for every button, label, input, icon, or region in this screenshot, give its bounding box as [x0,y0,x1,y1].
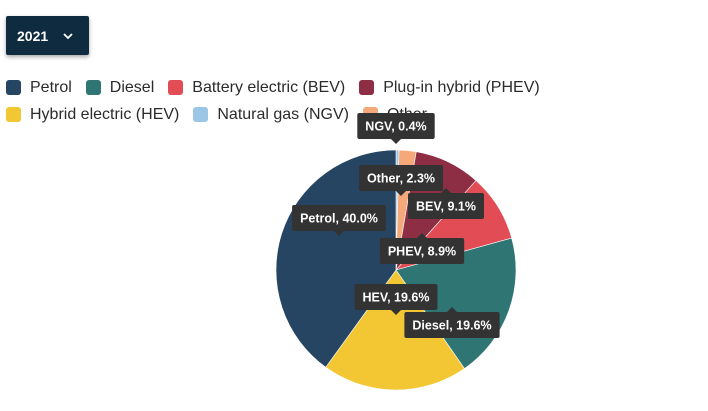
data-label-box [357,113,435,139]
data-label-box [408,193,484,219]
data-label-text: PHEV, 8.9% [388,245,456,259]
data-label: PHEV, 8.9% [379,233,465,264]
legend-label: Petrol [30,78,72,96]
legend-item[interactable]: Natural gas (NGV) [193,105,349,124]
legend-item[interactable]: Plug-in hybrid (PHEV) [359,78,540,97]
legend-item[interactable]: Petrol [6,78,72,97]
data-label-text: Petrol, 40.0% [300,212,378,226]
data-label-pointer [417,233,427,238]
data-label-pointer [441,188,451,193]
data-label-pointer [334,231,344,236]
legend-swatch [6,107,21,122]
legend-label: Hybrid electric (HEV) [30,105,180,123]
data-label-pointer [447,307,457,312]
legend-label: Battery electric (BEV) [192,78,346,96]
data-label-text: NGV, 0.4% [365,120,426,134]
data-label-text: HEV, 19.6% [363,291,430,305]
year-dropdown[interactable]: 2021 [6,16,89,55]
legend-item[interactable]: Diesel [85,78,155,97]
data-label-box [292,205,386,231]
legend-label: Plug-in hybrid (PHEV) [383,78,540,96]
legend-swatch [85,80,101,95]
pie-slice-hev[interactable] [325,269,465,391]
legend-swatch [359,80,375,95]
data-label-box [354,284,438,310]
data-label-box [358,165,444,191]
chevron-down-icon [63,32,73,39]
data-label: BEV, 9.1% [408,188,484,219]
data-label-pointer [396,191,406,196]
data-label: Petrol, 40.0% [292,205,386,236]
pie-slice-petrol[interactable] [275,149,397,368]
legend-item[interactable]: Battery electric (BEV) [168,78,345,97]
data-label-text: Other, 2.3% [367,172,435,186]
data-label: Other, 2.3% [358,165,444,196]
data-label-pointer [391,310,401,315]
legend-item[interactable]: Hybrid electric (HEV) [6,105,179,124]
data-label-pointer [391,139,401,144]
legend-label: Diesel [109,78,155,96]
data-label-text: BEV, 9.1% [416,200,476,214]
year-dropdown-value: 2021 [17,27,49,44]
data-label: NGV, 0.4% [357,113,435,144]
data-label: Diesel, 19.6% [404,307,500,338]
legend-swatch [168,80,184,95]
data-label-box [404,312,500,338]
legend-swatch [6,80,21,95]
legend-swatch [193,107,209,122]
data-label-box [379,238,465,264]
legend-label: Natural gas (NGV) [217,105,349,123]
data-label-text: Diesel, 19.6% [412,319,491,333]
data-label: HEV, 19.6% [354,284,438,315]
